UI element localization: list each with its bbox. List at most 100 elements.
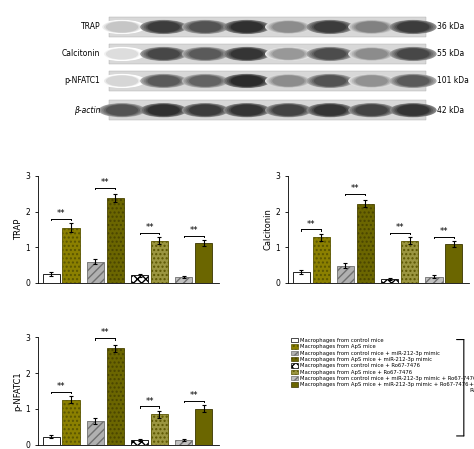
Ellipse shape [225,103,268,117]
Ellipse shape [185,75,225,87]
Ellipse shape [272,48,305,60]
Ellipse shape [223,103,270,117]
Bar [63,400,80,445]
Ellipse shape [314,48,346,60]
Text: 101 kDa: 101 kDa [437,76,469,85]
Ellipse shape [307,20,354,34]
Ellipse shape [106,48,138,60]
Ellipse shape [229,104,265,116]
Ellipse shape [350,20,393,34]
Ellipse shape [104,21,140,33]
Ellipse shape [187,48,223,60]
Ellipse shape [227,75,267,87]
Ellipse shape [356,48,388,60]
Text: **: ** [190,226,198,235]
Ellipse shape [187,75,223,87]
Ellipse shape [309,47,352,61]
Bar [312,237,330,283]
Ellipse shape [144,48,183,60]
Ellipse shape [227,104,267,116]
Ellipse shape [393,21,433,33]
Text: p-NFATC1: p-NFATC1 [65,76,100,85]
Ellipse shape [393,48,433,60]
Ellipse shape [102,104,142,116]
Ellipse shape [144,75,183,87]
Bar [151,414,168,445]
Ellipse shape [146,48,182,60]
Ellipse shape [102,21,142,33]
Bar [87,262,104,283]
Ellipse shape [356,22,388,32]
Ellipse shape [356,105,388,116]
Ellipse shape [272,105,305,116]
Ellipse shape [146,75,182,87]
Bar [195,243,212,283]
Ellipse shape [182,103,228,117]
Ellipse shape [104,75,140,87]
Ellipse shape [229,75,265,87]
Ellipse shape [147,48,180,60]
Ellipse shape [354,48,390,60]
Ellipse shape [229,21,265,33]
Ellipse shape [348,74,395,88]
Ellipse shape [182,47,228,61]
Ellipse shape [348,47,395,61]
Ellipse shape [309,20,352,34]
Bar [357,204,374,283]
Text: **: ** [57,382,65,392]
Bar [445,244,463,283]
Ellipse shape [100,103,144,117]
Ellipse shape [356,75,388,87]
Ellipse shape [183,103,227,117]
Ellipse shape [393,75,433,87]
Ellipse shape [104,104,140,116]
Text: +100 ng/mL
RANKL: +100 ng/mL RANKL [469,383,474,393]
Ellipse shape [397,75,429,87]
Text: **: ** [57,209,65,218]
Ellipse shape [189,75,221,87]
Ellipse shape [310,104,350,116]
Bar [107,348,124,445]
Ellipse shape [393,104,433,116]
Ellipse shape [185,21,225,33]
Ellipse shape [309,103,352,117]
Bar [195,409,212,445]
Ellipse shape [272,22,305,32]
Ellipse shape [397,48,429,60]
Ellipse shape [231,22,263,32]
Bar [175,440,192,445]
Ellipse shape [223,74,270,88]
Ellipse shape [187,104,223,116]
Ellipse shape [231,75,263,87]
Bar [131,275,148,283]
Text: Calcitonin: Calcitonin [62,49,100,58]
Ellipse shape [352,48,392,60]
Ellipse shape [312,21,348,33]
Bar [109,17,426,37]
Ellipse shape [395,21,431,33]
Ellipse shape [223,20,270,34]
Ellipse shape [307,103,354,117]
Ellipse shape [395,104,431,116]
Bar [175,277,192,283]
Ellipse shape [223,47,270,61]
Ellipse shape [314,75,346,87]
Ellipse shape [140,47,187,61]
Text: TRAP: TRAP [81,22,100,31]
Ellipse shape [227,21,267,33]
Ellipse shape [182,20,228,34]
Ellipse shape [265,103,312,117]
Text: **: ** [190,391,198,400]
Ellipse shape [397,22,429,32]
Ellipse shape [310,21,350,33]
Ellipse shape [348,103,395,117]
Ellipse shape [144,21,183,33]
Ellipse shape [140,74,187,88]
Ellipse shape [390,20,437,34]
Ellipse shape [231,105,263,116]
Text: **: ** [146,396,154,405]
Ellipse shape [265,20,312,34]
Ellipse shape [390,47,437,61]
Ellipse shape [189,22,221,32]
Ellipse shape [182,74,228,88]
